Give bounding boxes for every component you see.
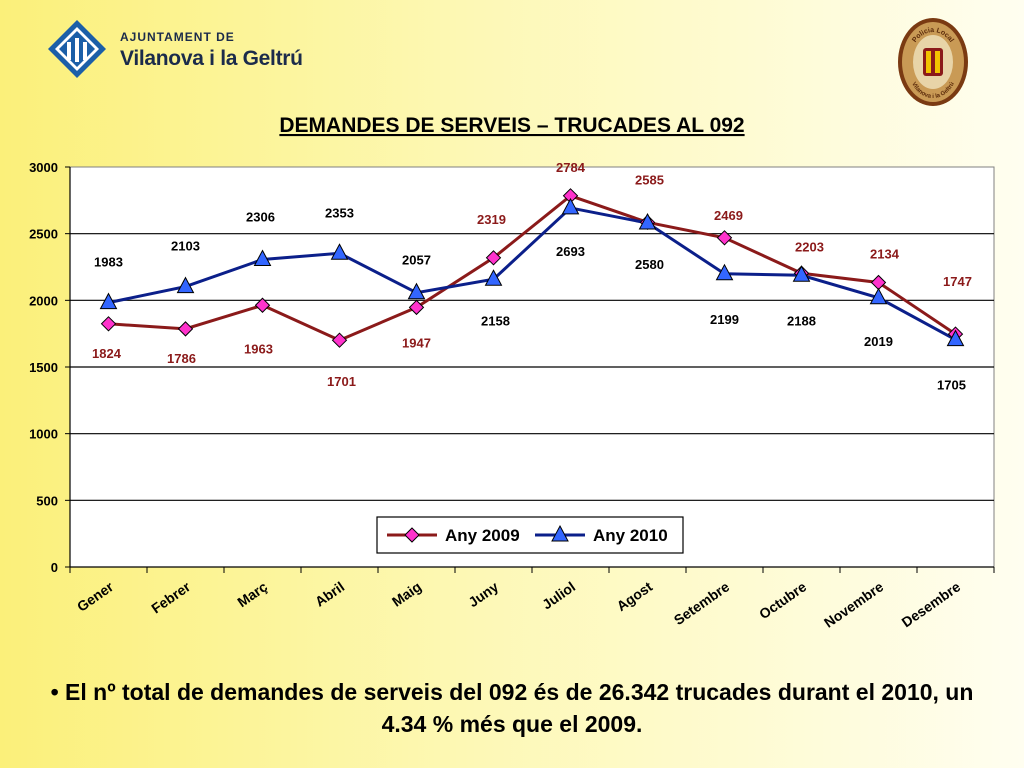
data-point	[715, 263, 734, 281]
data-label: 2784	[556, 160, 586, 175]
x-tick-label: Abril	[312, 578, 347, 609]
data-point	[253, 249, 272, 267]
policia-local-seal-icon: Policia Local Vilanova i la Geltrú	[898, 18, 968, 106]
data-point	[408, 299, 425, 316]
y-tick-label: 500	[36, 493, 58, 508]
data-point	[177, 321, 194, 337]
data-point	[716, 230, 733, 246]
series-lines	[108, 194, 957, 342]
org-line2: Vilanova i la Geltrú	[120, 47, 303, 70]
x-tick-label: Maig	[389, 578, 424, 609]
x-tick-label: Novembre	[821, 578, 886, 631]
data-labels: 1824 1786 1963 1701 1947 2319 2784 2585 2469 2203…	[92, 160, 972, 393]
y-tick-label: 1000	[29, 427, 58, 442]
data-point	[792, 265, 811, 282]
data-point	[176, 276, 195, 294]
data-label: 2469	[714, 208, 743, 223]
data-label: 2199	[710, 312, 739, 327]
y-tick-label: 1500	[29, 360, 58, 375]
legend-marker	[404, 527, 420, 543]
footnote-bullet: •	[50, 679, 59, 705]
data-point	[561, 197, 580, 215]
chart-title: DEMANDES DE SERVEIS – TRUCADES AL 092	[279, 114, 744, 137]
data-label: 2057	[402, 253, 431, 268]
data-label: 2158	[481, 313, 510, 328]
data-point	[869, 287, 888, 305]
data-point	[485, 250, 502, 266]
y-tick-label: 3000	[29, 160, 58, 175]
data-label: 2188	[787, 313, 816, 328]
x-tick-label: Setembre	[671, 578, 733, 628]
data-label: 2580	[635, 257, 664, 272]
x-tick-label: Març	[234, 578, 270, 610]
x-tick-label: Juny	[465, 578, 501, 610]
data-label: 1747	[943, 274, 972, 289]
series-line-2010	[108, 206, 957, 341]
data-label: 2693	[556, 244, 585, 259]
gridlines	[70, 233, 994, 501]
y-tick-label: 2500	[29, 227, 58, 242]
x-tick-label: Desembre	[899, 578, 964, 630]
data-label: 2585	[635, 172, 664, 187]
ajuntament-wordmark: AJUNTAMENT DE Vilanova i la Geltrú	[120, 30, 303, 71]
data-label: 2203	[795, 239, 824, 254]
data-label: 2103	[171, 239, 200, 254]
x-tick-label: Juliol	[539, 578, 578, 612]
x-tick-label: Agost	[614, 578, 656, 614]
y-tick-label: 0	[51, 560, 58, 575]
legend-label: Any 2010	[593, 526, 668, 545]
x-tick-label: Octubre	[756, 578, 809, 622]
data-point	[100, 316, 117, 332]
data-label: 1701	[327, 374, 356, 389]
data-point	[330, 243, 349, 260]
data-label: 1947	[402, 335, 431, 350]
footnote-text: El nº total de demandes de serveis del 0…	[65, 679, 974, 737]
data-point	[638, 212, 657, 230]
data-label: 1786	[167, 351, 196, 366]
data-label: 1963	[244, 341, 273, 356]
data-label: 1983	[94, 255, 123, 270]
x-tick-label: Febrer	[148, 578, 193, 616]
x-axis: Gener Febrer Març Abril Maig Juny Juliol Agost S…	[69, 566, 995, 631]
data-label: 2353	[325, 205, 354, 220]
data-label: 1824	[92, 346, 122, 361]
data-point	[99, 292, 118, 310]
data-label: 1705	[937, 378, 966, 393]
data-point	[407, 282, 426, 300]
org-line1: AJUNTAMENT DE	[120, 30, 235, 44]
footnote: • El nº total de demandes de serveis del…	[40, 676, 984, 740]
data-point	[484, 269, 503, 286]
legend-marker	[551, 524, 569, 542]
data-label: 2134	[870, 246, 900, 261]
data-point	[331, 332, 348, 348]
series-markers	[99, 188, 965, 348]
legend-label: Any 2009	[445, 526, 520, 545]
data-point	[254, 297, 271, 313]
ajuntament-logo-icon	[48, 20, 106, 78]
y-axis: 0 500 1000 1500 2000 2500 3000	[29, 160, 71, 575]
y-tick-label: 2000	[29, 293, 58, 308]
line-chart: DEMANDES DE SERVEIS – TRUCADES AL 092 0 5…	[29, 114, 995, 631]
data-label: 2306	[246, 210, 275, 225]
data-label: 2019	[864, 334, 893, 349]
series-line-2009	[108, 194, 957, 342]
data-label: 2319	[477, 212, 506, 227]
data-point	[946, 329, 965, 347]
legend: Any 2009 Any 2010	[376, 516, 684, 554]
x-tick-label: Gener	[74, 578, 117, 615]
